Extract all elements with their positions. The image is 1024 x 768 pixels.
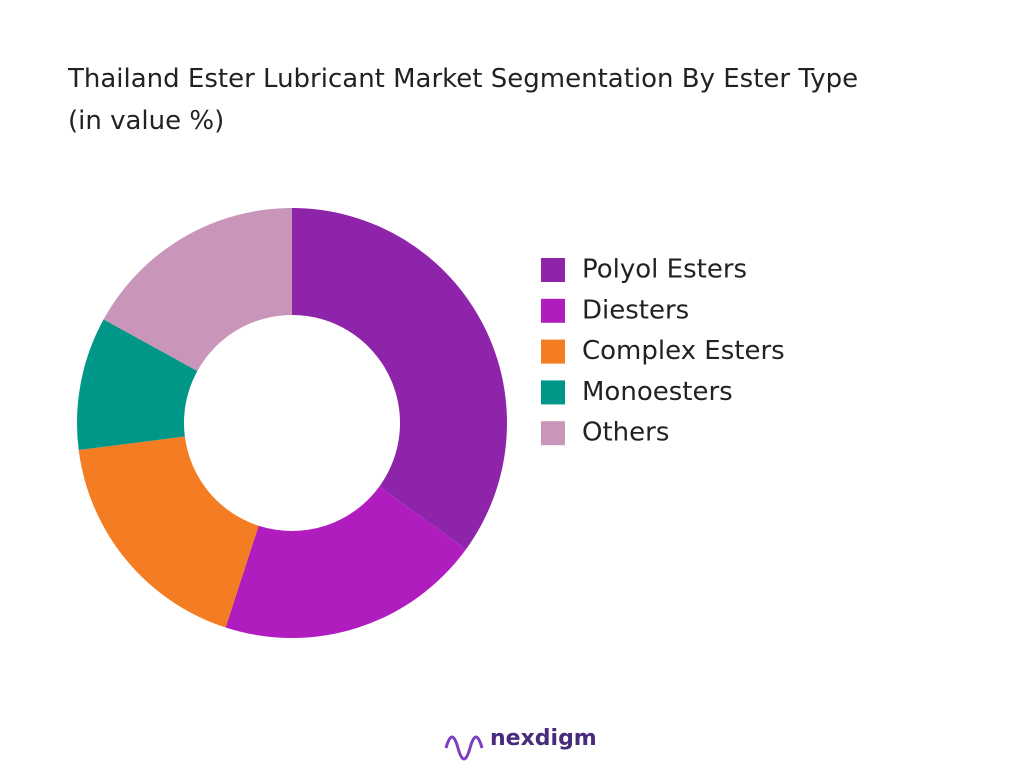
legend-swatch	[541, 421, 565, 446]
donut-slice	[292, 208, 507, 550]
brand: nexdigm	[490, 726, 597, 751]
chart-title: Thailand Ester Lubricant Market Segmenta…	[68, 64, 859, 136]
legend-swatch	[541, 380, 565, 405]
donut-slice	[77, 319, 198, 450]
donut-slice	[103, 208, 293, 371]
legend-label: Complex Esters	[582, 336, 785, 366]
legend-label: Polyol Esters	[582, 255, 747, 285]
legend-label: Others	[582, 418, 669, 448]
legend-label: Monoesters	[582, 377, 733, 407]
donut-slice	[78, 436, 259, 628]
legend-swatch	[541, 298, 565, 323]
legend-swatch	[541, 258, 565, 282]
donut-slice	[225, 486, 466, 638]
legend-swatch	[541, 339, 565, 364]
brand-logo	[444, 735, 484, 761]
legend-label: Diesters	[582, 295, 689, 325]
